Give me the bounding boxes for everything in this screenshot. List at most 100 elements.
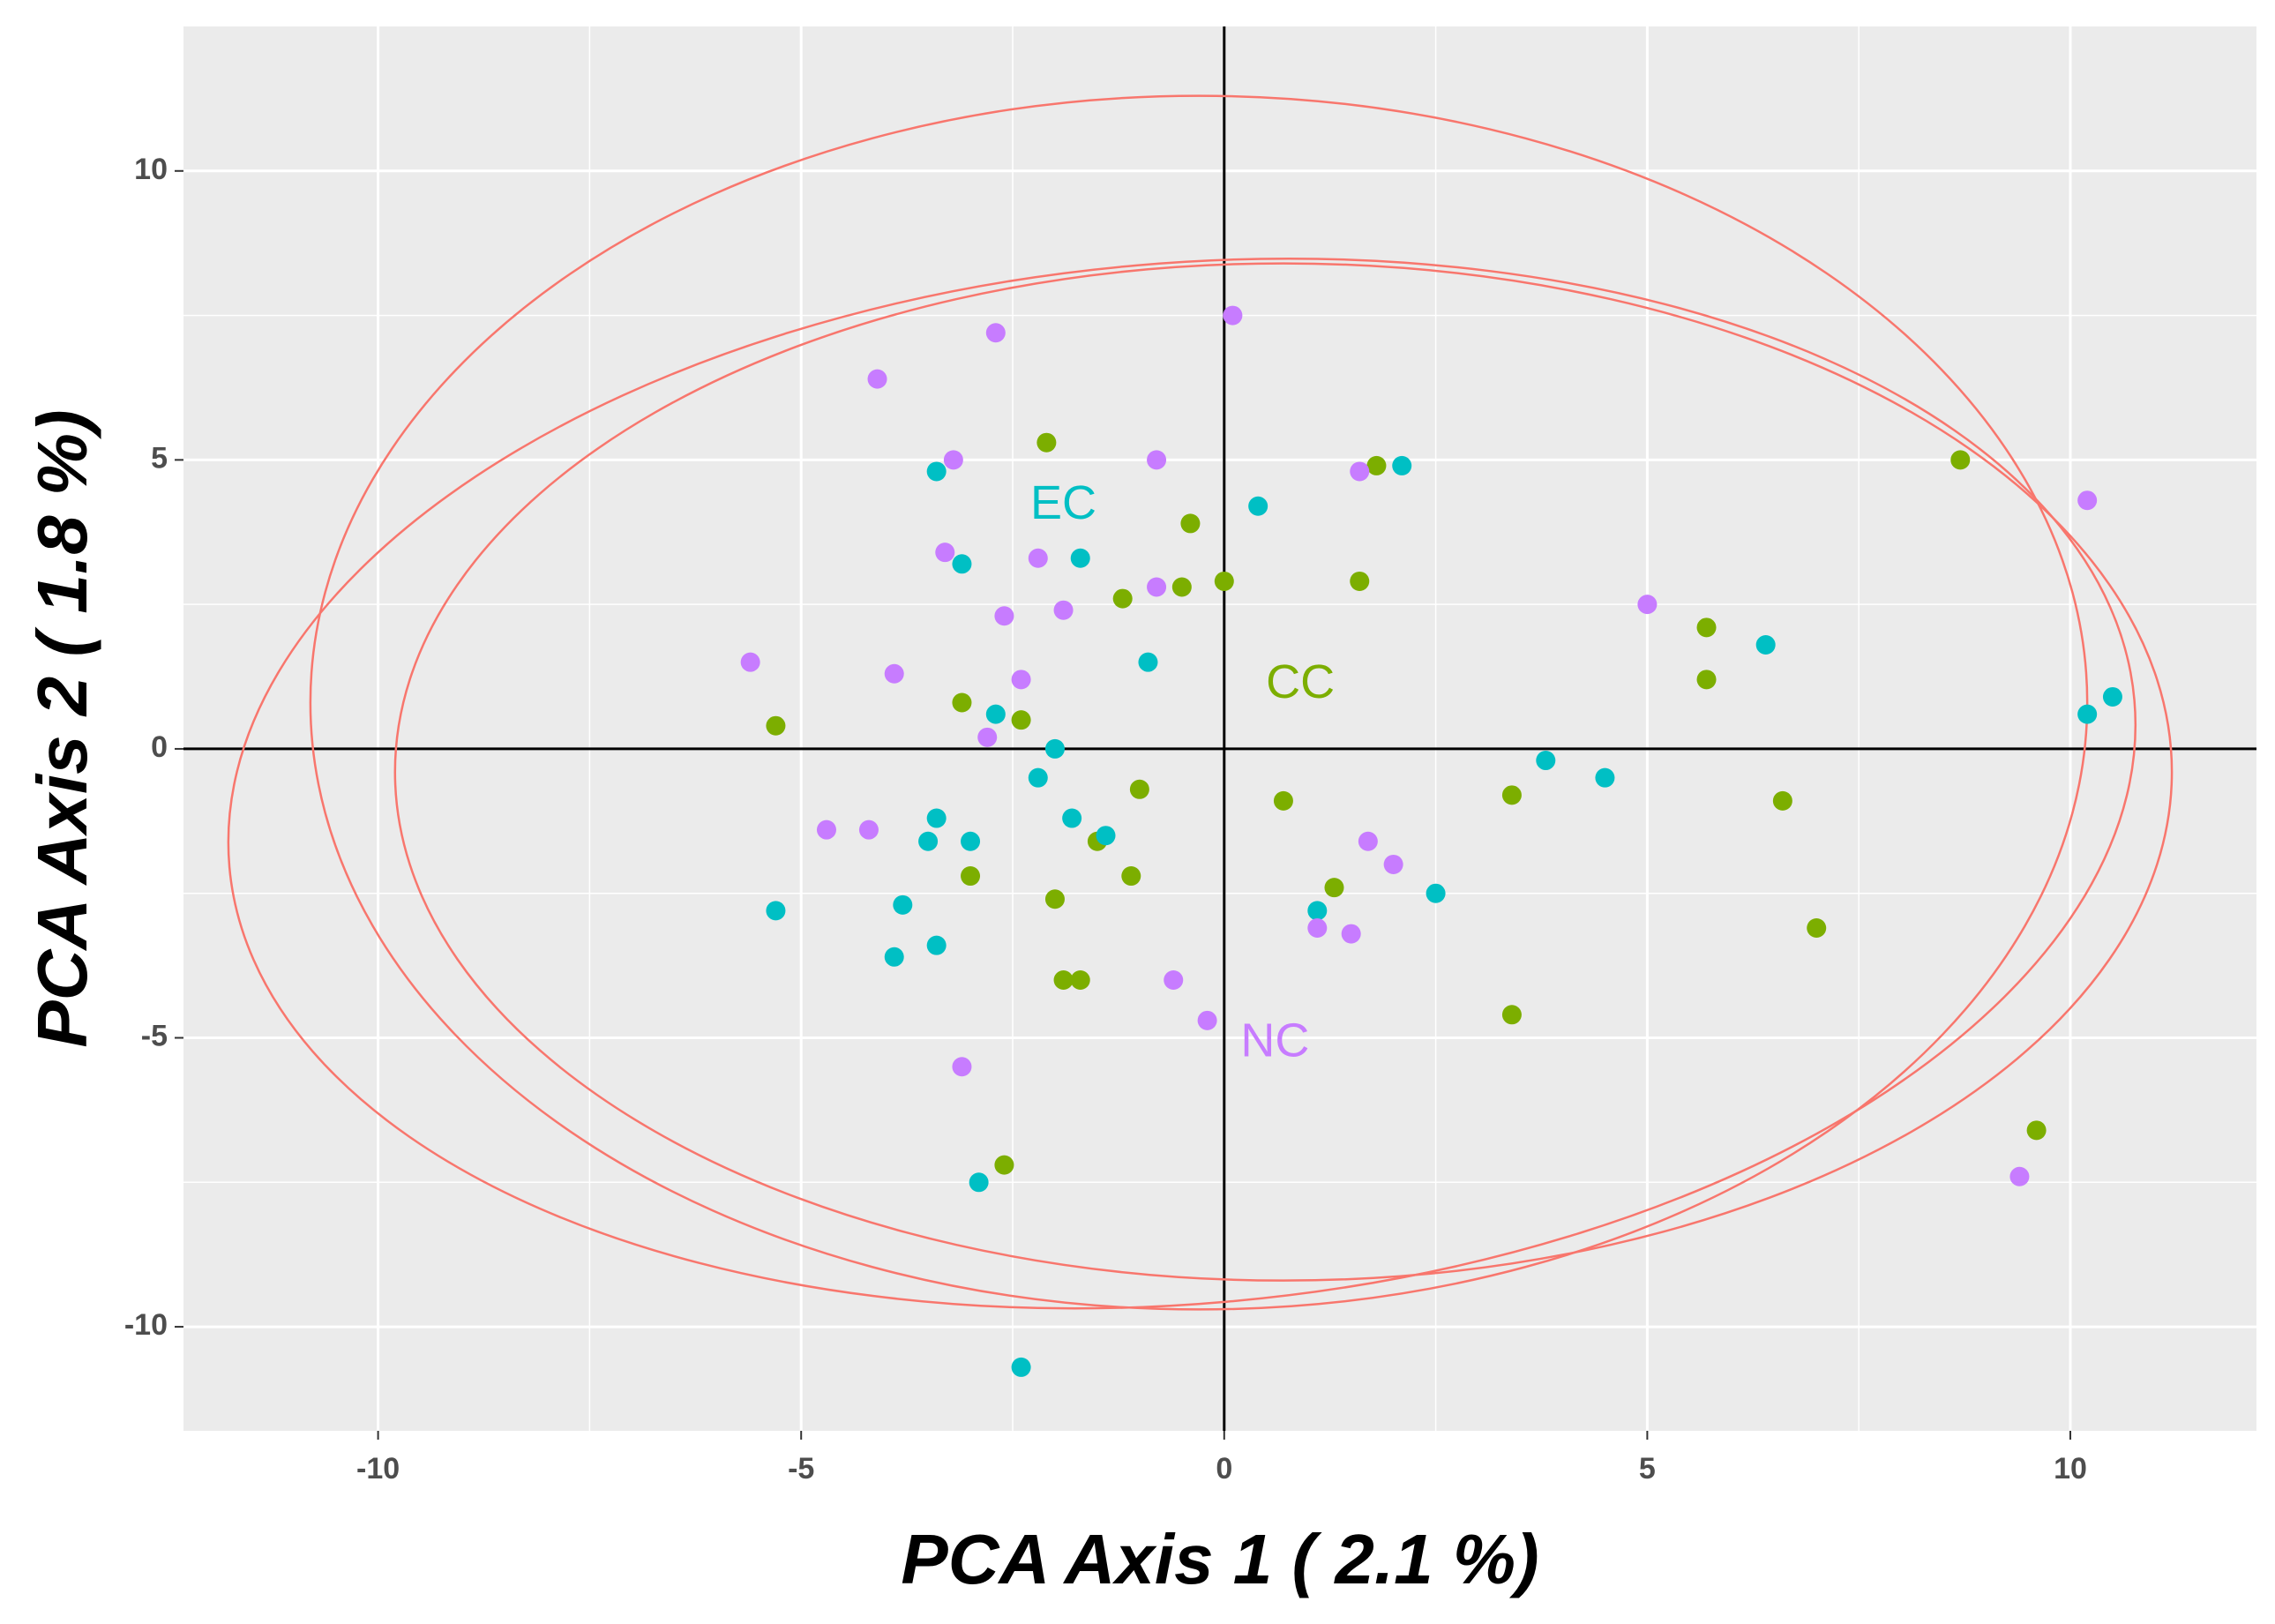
point-nc (2077, 490, 2098, 511)
point-nc (1341, 924, 1361, 944)
point-nc (1011, 670, 1031, 690)
y-tick-label: 10 (134, 153, 168, 186)
point-nc (1358, 831, 1378, 851)
point-nc (867, 369, 887, 389)
point-nc (1147, 577, 1167, 597)
point-cc (1501, 1005, 1522, 1025)
point-nc (985, 323, 1006, 343)
point-nc (2009, 1166, 2030, 1186)
point-ec (952, 554, 972, 574)
point-cc (1180, 513, 1201, 534)
point-cc (1070, 969, 1090, 990)
point-ec (926, 935, 947, 955)
point-cc (1171, 577, 1192, 597)
point-nc (1147, 450, 1167, 470)
point-nc (943, 450, 963, 470)
point-cc (994, 1155, 1014, 1175)
y-tick-label: -5 (141, 1019, 168, 1052)
point-ec (1392, 455, 1412, 475)
point-nc (858, 819, 879, 840)
point-cc (1036, 432, 1057, 453)
point-cc (1214, 571, 1234, 591)
point-ec (1426, 883, 1446, 903)
point-ec (1755, 635, 1776, 655)
point-cc (952, 692, 972, 713)
point-nc (1637, 595, 1658, 615)
point-cc (1696, 670, 1717, 690)
confidence-ellipse-1 (309, 94, 2089, 1311)
point-nc (1223, 305, 1243, 326)
point-ec (2077, 704, 2098, 724)
point-ec (1595, 767, 1615, 788)
point-nc (977, 727, 998, 747)
confidence-ellipse-3 (393, 262, 2174, 1282)
x-tick-label: -5 (788, 1452, 814, 1486)
point-cc (766, 715, 786, 736)
point-ec (884, 947, 904, 967)
point-ec (1070, 548, 1090, 568)
point-ec (1011, 1357, 1031, 1377)
point-nc (1307, 918, 1328, 939)
point-nc (1053, 600, 1074, 620)
x-axis-title: PCA Axis 1 ( 2.1 %) (901, 1520, 1538, 1598)
point-cc (1121, 866, 1141, 887)
point-cc (1053, 969, 1074, 990)
point-ec (1138, 652, 1158, 672)
point-cc (1772, 790, 1792, 811)
point-cc (961, 866, 981, 887)
point-ec (926, 808, 947, 828)
y-axis-title: PCA Axis 2 ( 1.8 %) (23, 409, 101, 1047)
point-nc (740, 652, 760, 672)
point-cc (2026, 1120, 2047, 1141)
point-ec (969, 1172, 989, 1193)
point-cc (1273, 790, 1293, 811)
x-axis-ticks: -10 -5 0 5 10 (356, 1431, 2087, 1486)
point-nc (1164, 969, 1184, 990)
point-ec (985, 704, 1006, 724)
point-ec (1044, 738, 1065, 759)
data-points (740, 305, 2122, 1377)
point-nc (935, 543, 955, 563)
y-tick-label: 0 (151, 730, 168, 764)
minor-gridlines (183, 26, 2256, 1431)
point-ec (1028, 767, 1048, 788)
point-cc (1501, 785, 1522, 805)
point-cc (1129, 779, 1149, 799)
group-label-nc: NC (1240, 1014, 1309, 1066)
point-ec (766, 901, 786, 921)
point-ec (1307, 901, 1328, 921)
point-ec (2102, 686, 2122, 707)
point-nc (1197, 1010, 1217, 1030)
group-label-cc: CC (1266, 655, 1335, 708)
y-tick-label: 5 (151, 441, 168, 475)
y-tick-label: -10 (124, 1308, 168, 1342)
point-cc (1112, 588, 1133, 609)
point-cc (1011, 710, 1031, 730)
x-tick-label: 0 (1216, 1452, 1232, 1486)
confidence-ellipses (227, 94, 2174, 1311)
point-nc (994, 606, 1014, 626)
point-ec (918, 831, 939, 851)
point-ec (1062, 808, 1082, 828)
group-labels: CC EC NC (1030, 476, 1335, 1066)
y-axis-ticks: -10 -5 0 5 10 (124, 153, 183, 1342)
x-tick-label: -10 (356, 1452, 400, 1486)
plot-panel (183, 26, 2256, 1431)
x-tick-label: 10 (2054, 1452, 2087, 1486)
point-cc (1950, 450, 1971, 470)
point-ec (1096, 826, 1116, 846)
point-cc (1366, 455, 1387, 475)
point-ec (926, 461, 947, 482)
point-ec (893, 894, 913, 915)
confidence-ellipse-2 (227, 258, 2137, 1310)
x-tick-label: 5 (1639, 1452, 1656, 1486)
point-nc (1028, 548, 1048, 568)
point-cc (1324, 878, 1344, 898)
point-nc (884, 663, 904, 684)
point-nc (816, 819, 836, 840)
point-nc (1383, 854, 1403, 874)
group-label-ec: EC (1030, 476, 1096, 529)
point-ec (961, 831, 981, 851)
point-nc (952, 1057, 972, 1077)
